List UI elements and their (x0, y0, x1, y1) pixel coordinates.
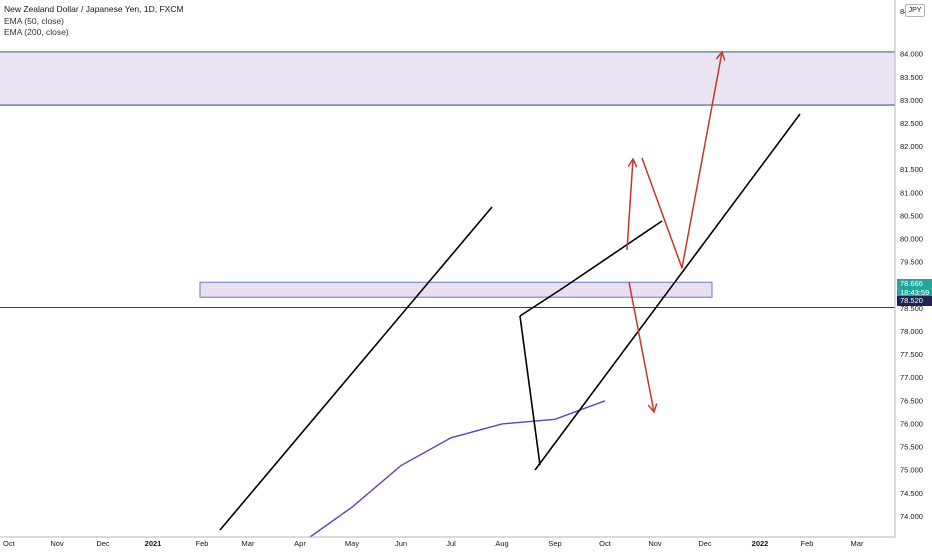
y-tick-label: 75.500 (900, 443, 923, 452)
symbol-title: New Zealand Dollar / Japanese Yen, 1D, F… (4, 4, 184, 14)
x-tick-label: Mar (851, 539, 864, 548)
x-tick-label: Dec (698, 539, 712, 548)
price-axis (895, 0, 932, 550)
y-tick-label: 80.000 (900, 235, 923, 244)
price-line-tag: 78.520 (897, 296, 932, 306)
x-tick-label: Feb (801, 539, 814, 548)
arrow-up-long (641, 51, 723, 269)
time-axis (0, 537, 932, 550)
y-tick-label: 83.000 (900, 96, 923, 105)
y-tick-label: 74.000 (900, 512, 923, 521)
ema200-legend[interactable]: EMA (200, close) (4, 27, 69, 37)
resistance-zone-upper (0, 51, 895, 106)
last-price-tag: 78.666 18:43:59 (897, 279, 932, 299)
y-tick-label: 82.000 (900, 142, 923, 151)
wedge-left-edge (519, 315, 541, 466)
y-tick-label: 80.500 (900, 211, 923, 220)
wedge-upper-line (562, 220, 663, 289)
y-tick-label: 74.500 (900, 489, 923, 498)
x-tick-label: Oct (599, 539, 612, 548)
x-tick-label: May (345, 539, 359, 548)
y-tick-label: 81.500 (900, 165, 923, 174)
y-tick-label: 84.000 (900, 50, 923, 59)
price-line-value: 78.520 (900, 296, 923, 305)
y-tick-label: 76.000 (900, 419, 923, 428)
y-tick-label: 75.000 (900, 466, 923, 475)
y-tick-label: 78.500 (900, 304, 923, 313)
arrow-down-head (647, 403, 658, 414)
bar-countdown: 18:43:59 (900, 288, 930, 297)
y-tick-label: 77.500 (900, 350, 923, 359)
x-tick-label: Oct (3, 539, 16, 548)
x-tick-label: Aug (495, 539, 508, 548)
ema200-line (299, 400, 606, 545)
y-tick-label: 78.000 (900, 327, 923, 336)
x-tick-label: Sep (548, 539, 561, 548)
y-tick-label: 76.500 (900, 396, 923, 405)
chart-legend: New Zealand Dollar / Japanese Yen, 1D, F… (4, 4, 184, 39)
y-tick-label: 77.000 (900, 373, 923, 382)
x-tick-label: Nov (50, 539, 64, 548)
arrow-up-short (626, 158, 634, 251)
y-tick-label: 82.500 (900, 119, 923, 128)
x-tick-label: Feb (196, 539, 209, 548)
x-tick-label: Apr (294, 539, 306, 548)
x-tick-label: 2021 (145, 539, 162, 548)
y-tick-label: 81.000 (900, 188, 923, 197)
arrow-up-short-head (627, 157, 638, 168)
x-tick-label: Nov (648, 539, 662, 548)
arrow-up-long-head (715, 50, 726, 61)
x-tick-label: Mar (242, 539, 255, 548)
arrow-down (628, 281, 655, 413)
x-tick-label: 2022 (752, 539, 769, 548)
resistance-band (199, 281, 713, 298)
trendline-lower-left (219, 206, 493, 531)
ema50-legend[interactable]: EMA (50, close) (4, 15, 64, 26)
trendline-rising-support (534, 113, 801, 471)
y-tick-label: 83.500 (900, 73, 923, 82)
currency-button[interactable]: JPY (905, 4, 925, 17)
last-price-value: 78.666 (900, 279, 923, 288)
y-tick-label: 79.500 (900, 258, 923, 267)
x-tick-label: Jun (395, 539, 407, 548)
wedge-upper-start (519, 287, 564, 317)
x-tick-label: Dec (96, 539, 110, 548)
x-tick-label: Jul (446, 539, 456, 548)
